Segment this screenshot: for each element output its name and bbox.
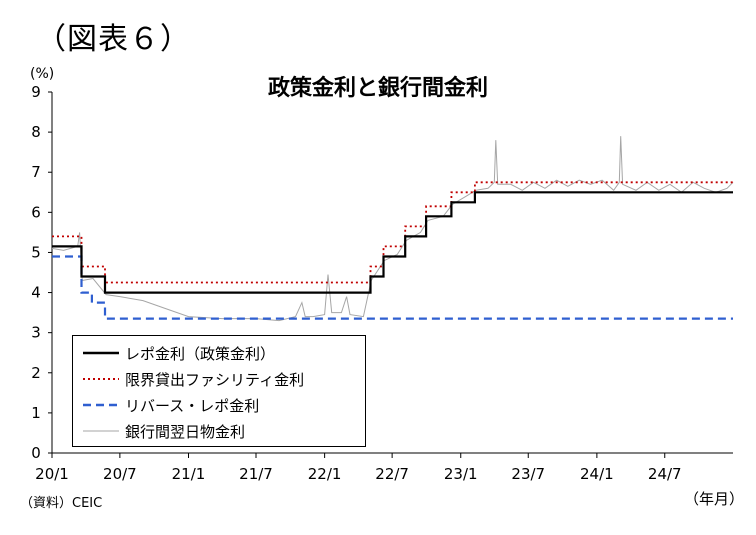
series-line-reverse-repo (52, 255, 733, 320)
series-line-policy-rate (52, 191, 733, 294)
y-tick-label: 2 (31, 364, 41, 382)
x-tick-label: 24/7 (648, 465, 682, 483)
y-tick-label: 5 (31, 243, 41, 261)
x-tick-label: 24/1 (580, 465, 614, 483)
legend-item-lending-facility: 限界貸出ファシリティ金利 (81, 368, 304, 390)
legend-swatch-lending-facility (83, 378, 119, 380)
y-axis-unit: (%) (30, 66, 55, 82)
chart-axes: 0 1 2 3 4 5 6 7 8 9 20/1 20/7 21/1 21/7 22/1 22/7 23/1 23… (31, 83, 733, 483)
legend-swatch-reverse-repo (83, 403, 119, 407)
source-note: （資料）CEIC (20, 496, 103, 511)
legend-label-reverse-repo: リバース・レポ金利 (125, 396, 260, 415)
legend-label-lending-facility: 限界貸出ファシリティ金利 (125, 370, 305, 389)
y-tick-label: 1 (31, 404, 41, 422)
x-axis-unit: （年月） (684, 490, 745, 508)
x-tick-label: 23/7 (511, 465, 545, 483)
legend-item-reverse-repo: リバース・レポ金利 (81, 394, 259, 416)
figure-label: （図表６） (36, 22, 191, 57)
chart-series-layer (51, 136, 734, 322)
series-line-lending-facility (52, 181, 733, 284)
y-tick-label: 3 (31, 324, 41, 342)
y-tick-label: 6 (31, 203, 41, 221)
series-line-interbank (51, 136, 734, 322)
y-tick-label: 7 (31, 163, 41, 181)
legend-label-policy-rate: レポ金利（政策金利） (125, 344, 276, 363)
x-tick-label: 22/1 (308, 465, 342, 483)
legend-item-interbank: 銀行間翌日物金利 (81, 420, 245, 442)
chart-title: 政策金利と銀行間金利 (267, 76, 488, 101)
legend: レポ金利（政策金利） 限界貸出ファシリティ金利 リバース・レポ金利 銀行間翌日物… (72, 335, 366, 447)
y-tick-label: 9 (31, 83, 41, 101)
x-tick-label: 20/7 (103, 465, 137, 483)
legend-item-policy-rate: レポ金利（政策金利） (81, 342, 275, 364)
legend-label-interbank: 銀行間翌日物金利 (125, 422, 246, 441)
x-tick-label: 23/1 (444, 465, 478, 483)
x-tick-label: 20/1 (35, 465, 69, 483)
y-tick-label: 0 (31, 444, 41, 462)
x-tick-label: 22/7 (375, 465, 409, 483)
y-tick-label: 4 (31, 284, 41, 302)
x-tick-label: 21/7 (239, 465, 273, 483)
y-tick-label: 8 (31, 123, 41, 141)
x-tick-label: 21/1 (172, 465, 206, 483)
legend-swatch-interbank (83, 430, 119, 432)
legend-swatch-policy-rate (83, 351, 119, 355)
